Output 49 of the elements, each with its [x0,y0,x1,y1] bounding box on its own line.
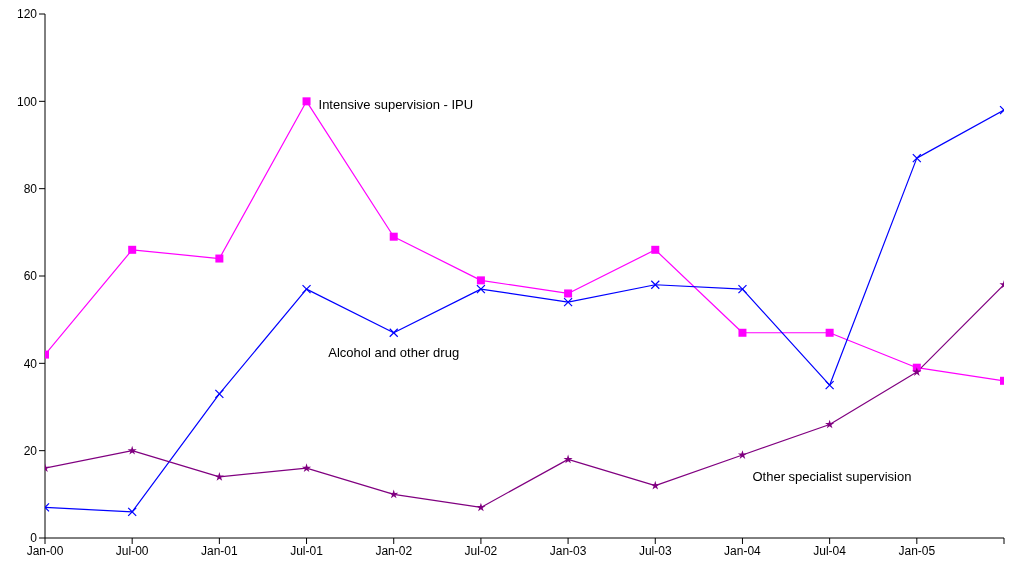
point [737,284,748,294]
point [563,297,573,307]
point [564,289,573,298]
point [214,389,224,399]
point [912,153,922,163]
x-tick-label: Jul-00 [115,543,149,558]
x-tick-label: Jan-03 [549,543,587,558]
point [476,284,486,294]
series-label: Other specialist supervision [752,469,912,485]
x-tick-label: Jan-05 [898,543,936,558]
x-tick-label: Jul-02 [464,543,498,558]
point [825,380,835,390]
point [215,254,224,263]
y-tick-label: 40 [23,356,38,371]
y-tick-label: 60 [23,269,38,284]
point [737,450,748,459]
x-tick-label: Jan-04 [724,543,762,558]
point [476,276,485,285]
x-tick-label: Jul-03 [638,543,672,558]
point [389,232,398,241]
point [214,472,224,481]
point [128,245,137,254]
point [389,328,399,338]
point [301,284,312,294]
point [825,419,835,429]
point [651,245,660,254]
series-label: Intensive supervision - IPU [318,97,474,113]
y-tick-label: 0 [30,531,38,546]
y-tick-label: 120 [16,7,38,22]
point [738,328,747,337]
point [127,445,137,455]
y-tick-label: 80 [23,181,38,196]
point [563,454,573,464]
point [912,367,922,376]
point [650,280,660,290]
x-tick-label: Jan-00 [26,543,64,558]
point [127,507,137,517]
series-label: Alcohol and other drug [328,344,460,360]
point [302,97,311,106]
point [825,328,834,337]
y-tick-label: 100 [16,94,38,109]
point [389,489,399,499]
point [301,463,312,473]
y-tick-label: 20 [23,443,38,458]
x-tick-label: Jan-02 [375,543,413,558]
point [476,502,486,512]
x-tick-label: Jan-01 [201,543,239,558]
x-tick-label: Jul-04 [813,543,847,558]
x-tick-label: Jul-01 [290,543,324,558]
